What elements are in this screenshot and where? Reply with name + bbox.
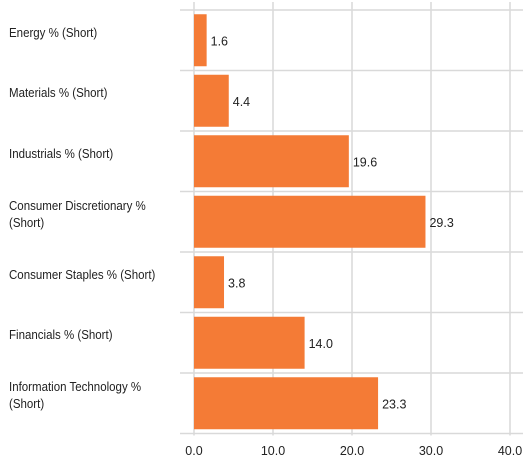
category-label-6-line-1: (Short)	[9, 397, 45, 412]
value-label-4: 3.8	[228, 276, 245, 290]
category-label-2: Industrials % (Short)	[9, 146, 113, 163]
bar-5	[194, 316, 305, 369]
category-label-3-line-0: Consumer Discretionary %	[9, 198, 146, 213]
category-label-3: Consumer Discretionary % (Short)	[9, 198, 146, 232]
category-label-5-line-0: Financials % (Short)	[9, 328, 113, 343]
category-label-1-line-0: Materials % (Short)	[9, 86, 108, 101]
x-tick-label-4: 40.0	[498, 444, 522, 458]
x-tick-label-2: 20.0	[340, 444, 364, 458]
bar-0	[194, 14, 207, 67]
bar-4	[194, 256, 225, 309]
category-label-6-line-0: Information Technology %	[9, 380, 142, 395]
bar-2	[194, 135, 349, 188]
value-label-3: 29.3	[429, 216, 453, 230]
bar-6	[194, 377, 379, 430]
bar-1	[194, 74, 229, 127]
category-label-4: Consumer Staples % (Short)	[9, 267, 155, 284]
category-label-6: Information Technology % (Short)	[9, 379, 141, 413]
category-label-0: Energy % (Short)	[9, 25, 97, 42]
category-label-2-line-0: Industrials % (Short)	[9, 146, 114, 161]
grid-layer	[180, 2, 523, 436]
value-label-0: 1.6	[211, 34, 228, 48]
category-label-1: Materials % (Short)	[9, 85, 107, 102]
category-label-5: Financials % (Short)	[9, 327, 113, 344]
category-label-4-line-0: Consumer Staples % (Short)	[9, 267, 156, 282]
bars-layer	[194, 14, 426, 430]
value-labels-layer: 1.6 4.4 19.6 29.3 3.8 14.0 23.3	[211, 34, 454, 411]
category-label-0-line-0: Energy % (Short)	[9, 25, 98, 40]
x-tick-label-3: 30.0	[419, 444, 443, 458]
x-axis-ticks: 0.0 10.0 20.0 30.0 40.0	[185, 444, 522, 458]
value-label-1: 4.4	[233, 95, 250, 109]
x-tick-label-0: 0.0	[185, 444, 202, 458]
x-tick-label-1: 10.0	[261, 444, 285, 458]
value-label-6: 23.3	[382, 397, 406, 411]
bar-3	[194, 195, 426, 248]
value-label-2: 19.6	[353, 155, 377, 169]
value-label-5: 14.0	[309, 337, 333, 351]
category-label-3-line-1: (Short)	[9, 215, 45, 230]
